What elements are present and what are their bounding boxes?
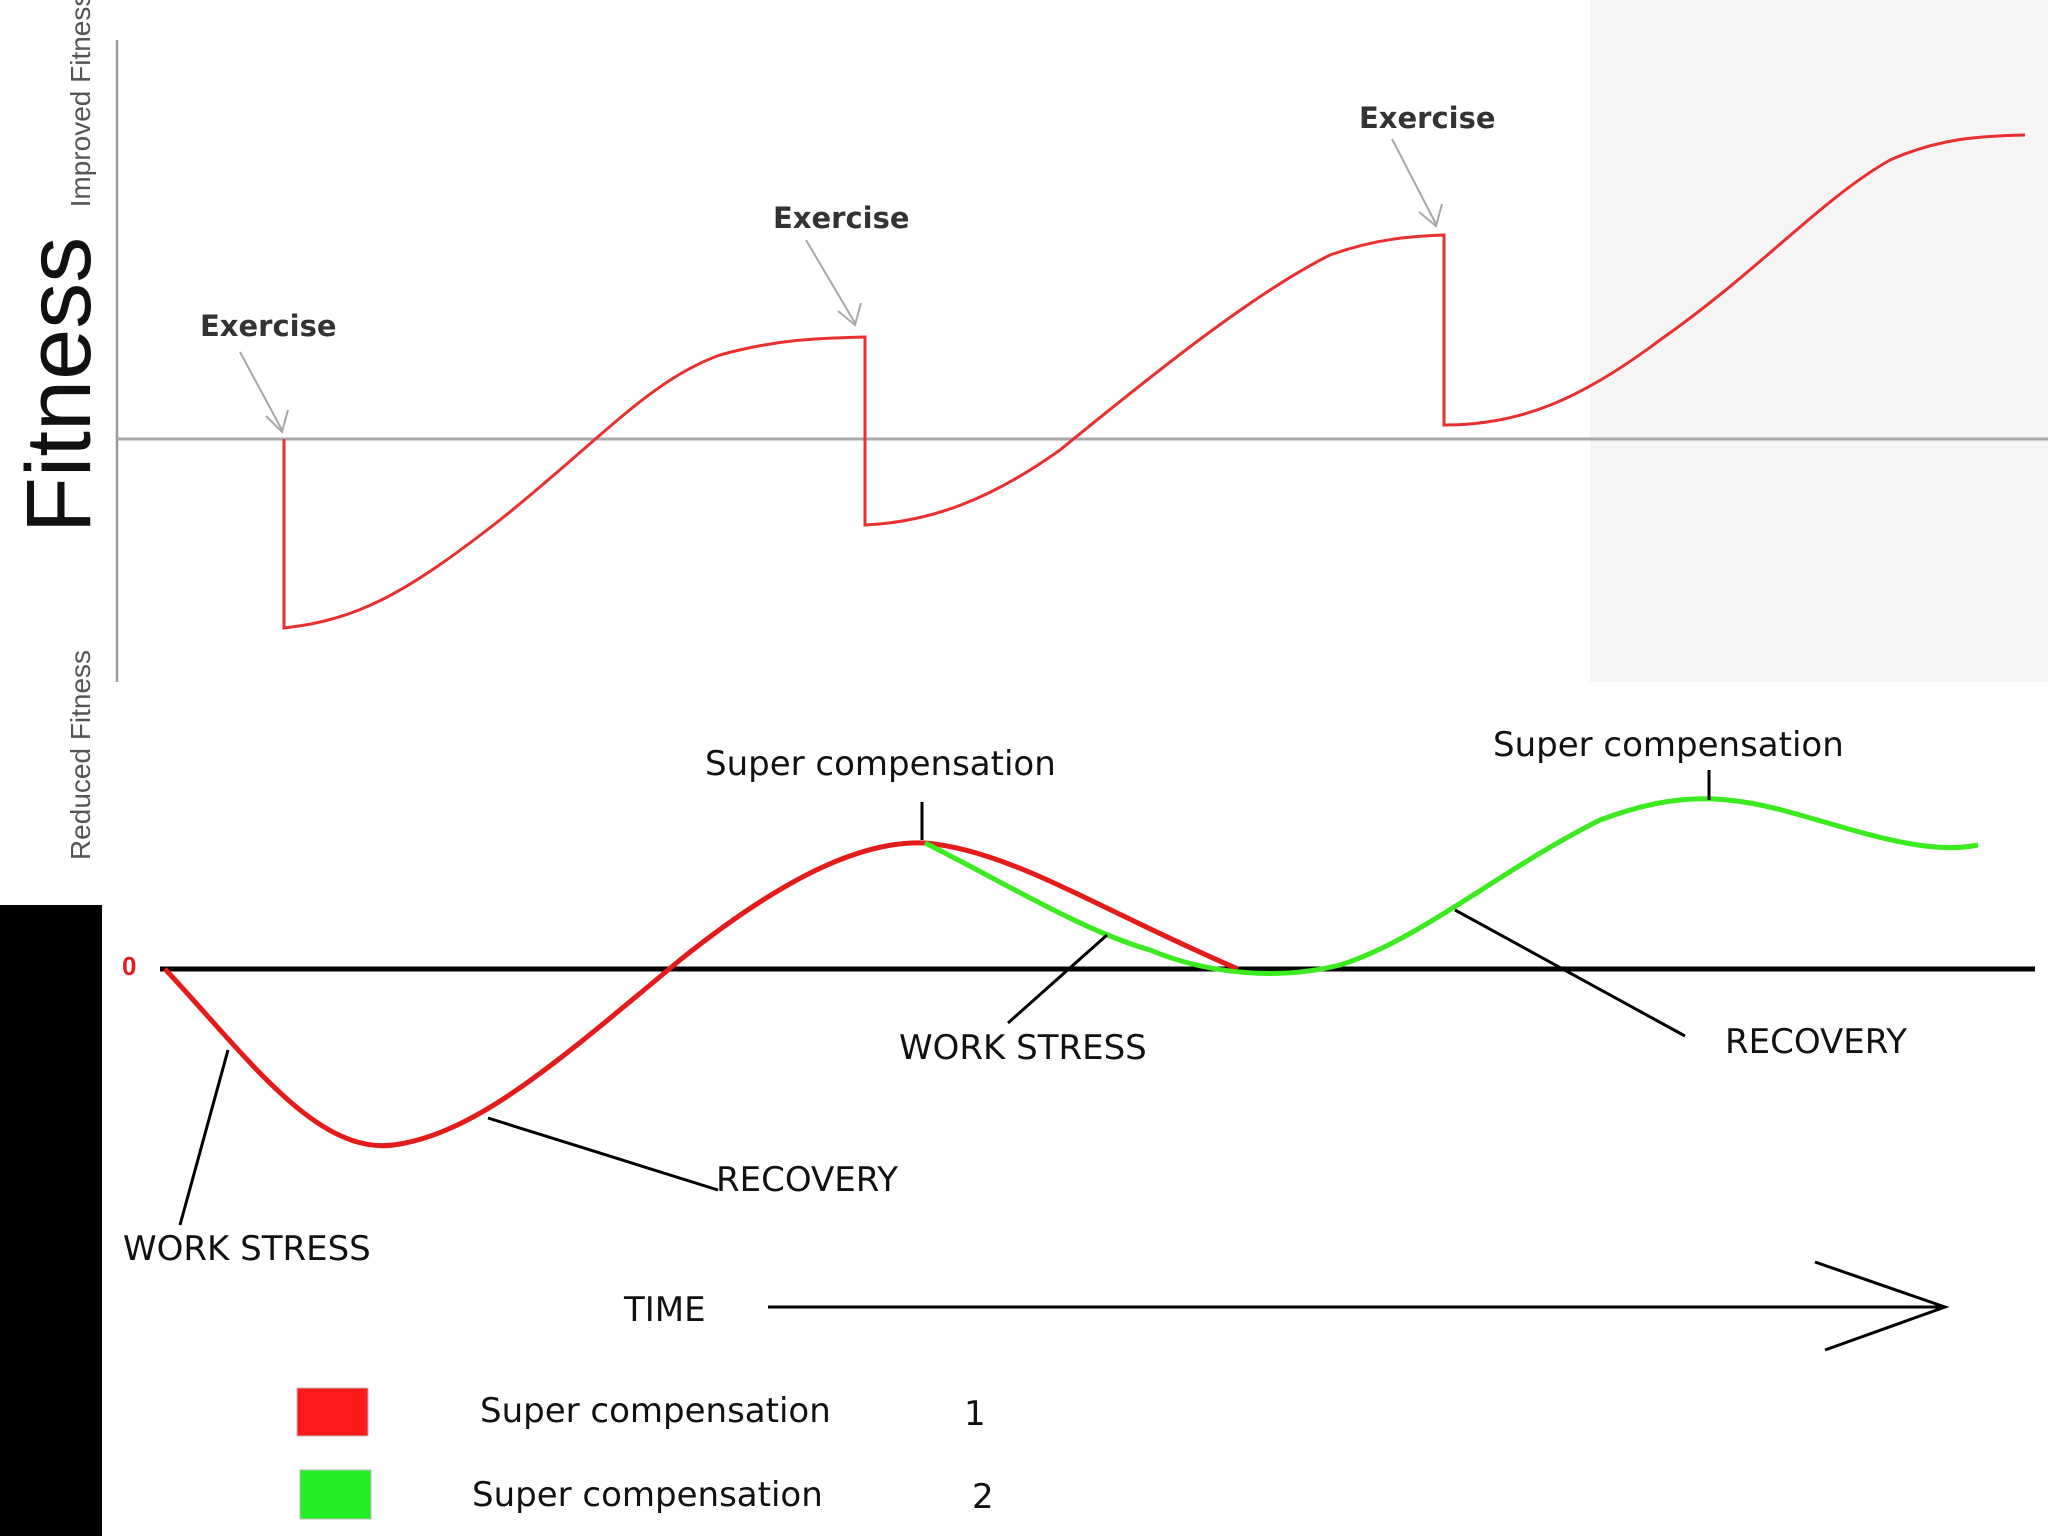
work-stress-label-mid: WORK STRESS bbox=[899, 1028, 1147, 1068]
top-chart: Exercise Exercise Exercise Fitness Impro… bbox=[8, 0, 2048, 860]
super-compensation-1-curve bbox=[163, 840, 1239, 1149]
legend-number-2: 2 bbox=[972, 1477, 994, 1517]
legend-swatch-1 bbox=[296, 1387, 369, 1437]
exercise-arrow-1 bbox=[239, 351, 289, 434]
top-panel-shade bbox=[1590, 0, 2048, 682]
exercise-label-3: Exercise bbox=[1359, 101, 1496, 135]
reduced-fitness-label: Reduced Fitness bbox=[65, 650, 96, 860]
fitness-axis-label: Fitness bbox=[8, 237, 110, 534]
exercise-arrow-3 bbox=[1391, 138, 1443, 228]
legend-label-2: Super compensation bbox=[472, 1475, 823, 1515]
exercise-label-1: Exercise bbox=[200, 309, 337, 343]
fitness-curve bbox=[282, 133, 2026, 630]
recovery-label-left: RECOVERY bbox=[716, 1160, 898, 1200]
exercise-label-2: Exercise bbox=[773, 201, 910, 235]
work-stress-label-left: WORK STRESS bbox=[123, 1229, 371, 1269]
bottom-chart: 0 Super compensation Super compensation … bbox=[122, 725, 2035, 1520]
recovery-label-right: RECOVERY bbox=[1725, 1022, 1907, 1062]
super-compensation-label-left: Super compensation bbox=[705, 744, 1056, 784]
zero-marker: 0 bbox=[122, 951, 136, 981]
left-black-bar bbox=[0, 905, 102, 1536]
legend-number-1: 1 bbox=[964, 1394, 986, 1434]
time-arrow bbox=[768, 1260, 1950, 1352]
super-compensation-label-right: Super compensation bbox=[1493, 725, 1844, 765]
legend: Super compensation 1 Super compensation … bbox=[296, 1387, 994, 1520]
legend-label-1: Super compensation bbox=[480, 1391, 831, 1431]
super-compensation-2-curve bbox=[923, 796, 1979, 976]
improved-fitness-label: Improved Fitness bbox=[65, 0, 96, 207]
time-label: TIME bbox=[623, 1290, 706, 1330]
bottom-connectors bbox=[178, 770, 1711, 1226]
exercise-arrow-2 bbox=[805, 239, 862, 327]
legend-swatch-2 bbox=[299, 1469, 372, 1520]
